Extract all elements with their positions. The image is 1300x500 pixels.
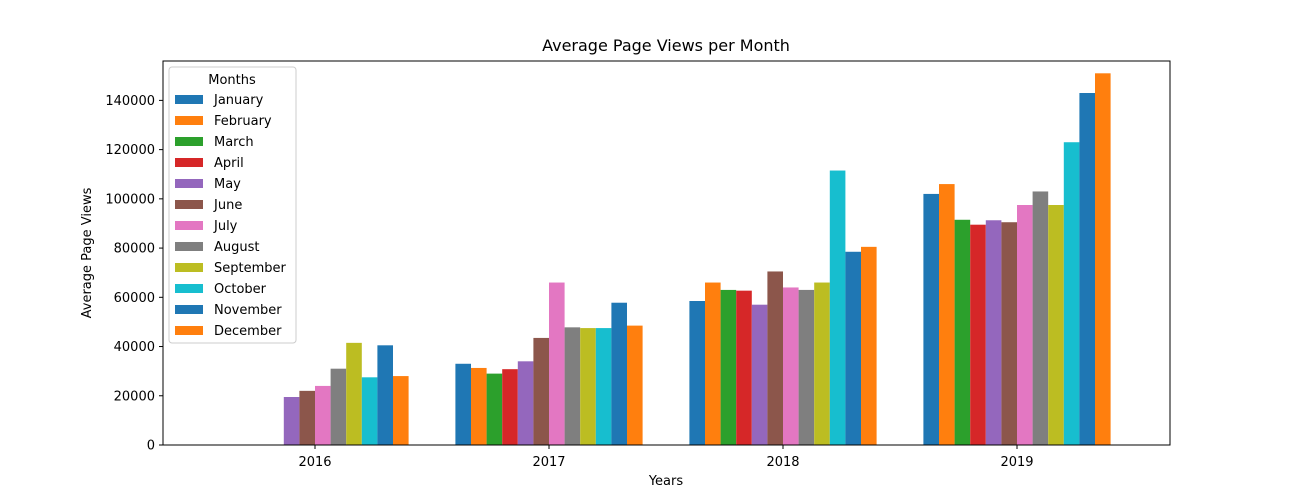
bar-november-2019	[1079, 93, 1095, 445]
legend-label-august: August	[214, 240, 260, 255]
bar-february-2018	[705, 282, 721, 445]
bar-december-2019	[1095, 73, 1111, 445]
legend-swatch-march	[175, 137, 203, 146]
y-tick-label: 140000	[105, 94, 155, 109]
legend-title: Months	[208, 73, 256, 88]
bar-september-2018	[814, 282, 830, 445]
legend-label-june: June	[213, 198, 242, 213]
bar-may-2018	[751, 304, 768, 445]
y-tick-label: 0	[147, 439, 155, 454]
legend-swatch-november	[175, 305, 203, 314]
bar-october-2018	[829, 170, 846, 446]
chart-title: Average Page Views per Month	[542, 36, 790, 55]
x-tick-label: 2017	[532, 455, 565, 470]
legend-label-september: September	[214, 261, 287, 276]
x-tick-label: 2018	[766, 455, 799, 470]
y-tick-label: 60000	[114, 291, 155, 306]
x-axis: 2016 2017 2018 2019	[298, 445, 1034, 470]
legend-swatch-july	[175, 221, 203, 230]
x-tick-label: 2019	[1000, 455, 1033, 470]
legend-label-april: April	[214, 156, 244, 171]
legend-swatch-may	[175, 179, 203, 188]
y-axis: 0 20000 40000 60000 80000 100000 120000 140000	[105, 94, 163, 454]
bar-july-2018	[783, 287, 799, 445]
bar-december-2016	[393, 376, 409, 445]
bar-october-2019	[1063, 142, 1080, 446]
bar-may-2017	[517, 361, 534, 445]
legend-swatch-february	[175, 116, 203, 125]
bar-october-2017	[595, 328, 612, 445]
bar-september-2017	[580, 328, 596, 445]
plot-frame	[162, 60, 1171, 446]
legend-label-december: December	[214, 324, 282, 339]
legend-label-may: May	[214, 177, 241, 192]
bar-august-2016	[330, 368, 347, 445]
legend-label-january: January	[213, 93, 264, 108]
bar-may-2016	[283, 397, 300, 445]
y-tick-label: 100000	[105, 192, 155, 207]
bar-august-2017	[564, 327, 581, 445]
bar-march-2018	[720, 289, 737, 445]
legend-label-february: February	[214, 114, 272, 129]
bar-march-2019	[954, 219, 971, 445]
legend-swatch-december	[175, 326, 203, 335]
bar-june-2017	[533, 337, 549, 445]
bar-november-2018	[845, 251, 861, 445]
y-tick-label: 80000	[114, 242, 155, 257]
bar-july-2017	[549, 282, 565, 445]
legend-swatch-august	[175, 242, 203, 251]
bar-june-2019	[1001, 222, 1017, 445]
bar-april-2017	[502, 369, 518, 445]
bar-august-2019	[1032, 191, 1049, 445]
x-tick-label: 2016	[298, 455, 331, 470]
bar-november-2016	[377, 345, 393, 445]
legend-swatch-september	[175, 263, 203, 272]
bar-december-2017	[627, 325, 643, 445]
legend-label-november: November	[214, 303, 282, 318]
legend: Months January February March April May June J…	[168, 66, 297, 344]
y-axis-label: Average Page Views	[80, 187, 95, 318]
x-axis-label: Years	[648, 474, 684, 489]
bars-group	[283, 73, 1111, 446]
bar-november-2017	[611, 302, 627, 445]
bar-march-2017	[486, 373, 503, 445]
legend-swatch-january	[175, 95, 203, 104]
legend-swatch-april	[175, 158, 203, 167]
bar-august-2018	[798, 289, 815, 445]
bar-may-2019	[985, 220, 1002, 445]
y-tick-label: 20000	[114, 389, 155, 404]
legend-swatch-june	[175, 200, 203, 209]
y-tick-label: 120000	[105, 143, 155, 158]
legend-label-july: July	[213, 219, 238, 234]
bar-april-2018	[736, 290, 752, 445]
bar-september-2016	[346, 342, 362, 445]
bar-september-2019	[1048, 205, 1064, 445]
bar-february-2019	[939, 184, 955, 445]
bar-july-2016	[315, 385, 331, 445]
bar-june-2018	[767, 271, 783, 445]
legend-box	[168, 66, 297, 344]
bar-january-2019	[923, 193, 939, 445]
bar-april-2019	[970, 224, 986, 445]
bar-december-2018	[861, 246, 877, 445]
y-tick-label: 40000	[114, 340, 155, 355]
bar-july-2019	[1017, 205, 1033, 445]
bar-january-2017	[455, 363, 471, 445]
bar-february-2017	[471, 367, 487, 445]
legend-label-october: October	[214, 282, 267, 297]
bar-january-2018	[689, 301, 705, 445]
legend-swatch-october	[175, 284, 203, 293]
bar-october-2016	[361, 377, 378, 445]
legend-label-march: March	[214, 135, 254, 150]
bar-june-2016	[299, 390, 315, 445]
